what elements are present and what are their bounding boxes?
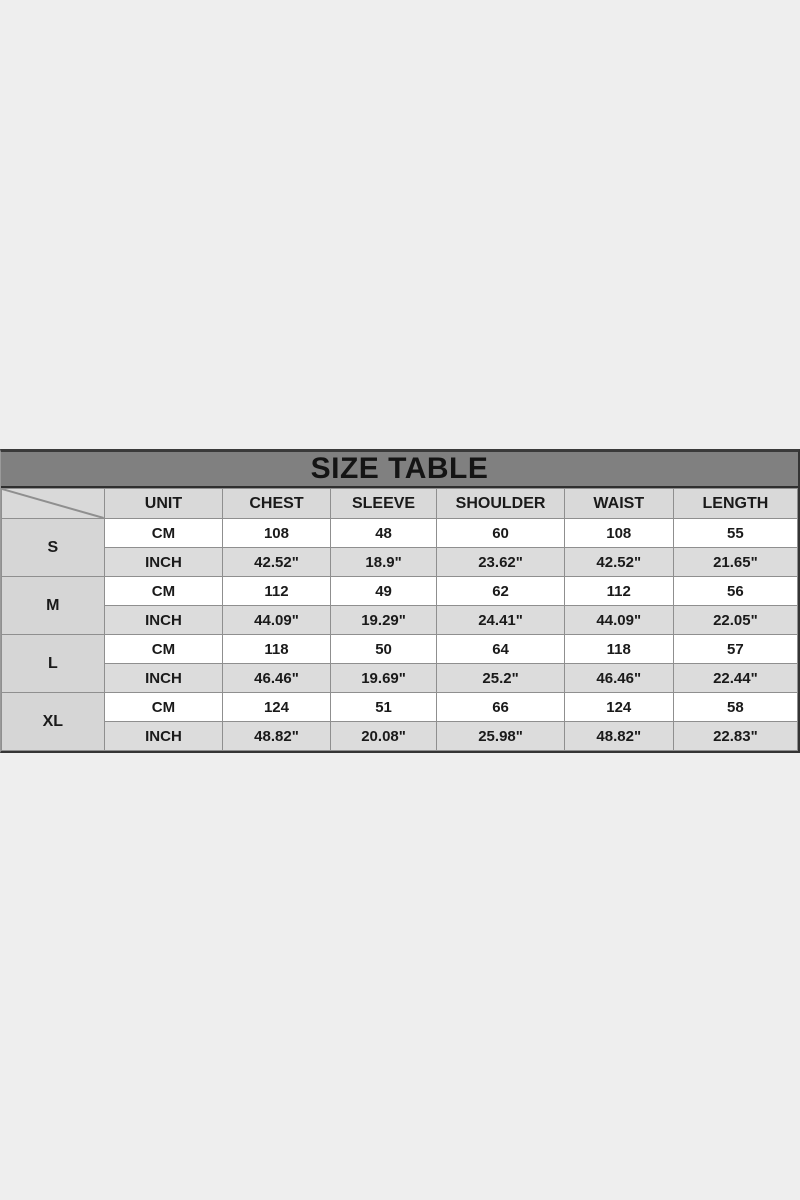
size-label-s: S [1, 518, 105, 577]
length-value: 22.05" [672, 605, 799, 635]
shoulder-value: 66 [436, 692, 565, 722]
unit-cell: CM [103, 518, 224, 548]
column-header-chest: CHEST [222, 488, 331, 519]
sleeve-value: 19.29" [329, 605, 438, 635]
unit-cell: CM [103, 634, 224, 664]
unit-cell: INCH [103, 547, 224, 577]
sleeve-value: 18.9" [329, 547, 438, 577]
chest-value: 112 [222, 576, 331, 606]
shoulder-value: 25.2" [436, 663, 565, 693]
diagonal-corner-cell [1, 488, 105, 519]
shoulder-value: 23.62" [436, 547, 565, 577]
table-row-xl-cm: XL CM 124 51 66 124 58 [1, 692, 799, 751]
table-row-xl-inch: INCH 48.82" 20.08" 25.98" 48.82" 22.83" [2, 721, 799, 751]
header-row: UNIT CHEST SLEEVE SHOULDER WAIST LENGTH [1, 488, 799, 519]
size-label-xl: XL [1, 692, 105, 751]
size-table: SIZE TABLE UNIT CHEST SLEEVE SHOULDER [0, 449, 800, 753]
waist-value: 124 [563, 692, 674, 722]
waist-value: 48.82" [563, 721, 674, 751]
table-row-s-inch: INCH 42.52" 18.9" 23.62" 42.52" 21.65" [2, 547, 799, 577]
chest-value: 44.09" [222, 605, 331, 635]
table-row-m-cm: M CM 112 49 62 112 56 [1, 576, 799, 635]
size-label-m: M [1, 576, 105, 635]
unit-cell: CM [103, 576, 224, 606]
sleeve-value: 49 [329, 576, 438, 606]
length-value: 22.83" [672, 721, 799, 751]
length-value: 21.65" [672, 547, 799, 577]
column-header-waist: WAIST [563, 488, 674, 519]
column-header-unit: UNIT [103, 488, 224, 519]
waist-value: 108 [563, 518, 674, 548]
unit-cell: INCH [103, 721, 224, 751]
column-header-sleeve: SLEEVE [329, 488, 438, 519]
shoulder-value: 62 [436, 576, 565, 606]
length-value: 55 [672, 518, 799, 548]
unit-cell: CM [103, 692, 224, 722]
table-row-s-cm: S CM 108 48 60 108 55 [1, 518, 799, 577]
chest-value: 118 [222, 634, 331, 664]
chest-value: 48.82" [222, 721, 331, 751]
sleeve-value: 51 [329, 692, 438, 722]
size-label-l: L [1, 634, 105, 693]
waist-value: 44.09" [563, 605, 674, 635]
shoulder-value: 64 [436, 634, 565, 664]
length-value: 56 [672, 576, 799, 606]
shoulder-value: 60 [436, 518, 565, 548]
waist-value: 112 [563, 576, 674, 606]
column-header-shoulder: SHOULDER [436, 488, 565, 519]
chest-value: 124 [222, 692, 331, 722]
sleeve-value: 19.69" [329, 663, 438, 693]
waist-value: 42.52" [563, 547, 674, 577]
length-value: 22.44" [672, 663, 799, 693]
shoulder-value: 25.98" [436, 721, 565, 751]
table-row-l-inch: INCH 46.46" 19.69" 25.2" 46.46" 22.44" [2, 663, 799, 693]
sleeve-value: 20.08" [329, 721, 438, 751]
waist-value: 118 [563, 634, 674, 664]
size-chart-table: UNIT CHEST SLEEVE SHOULDER WAIST LENGTH … [1, 488, 799, 751]
table-row-m-inch: INCH 44.09" 19.29" 24.41" 44.09" 22.05" [2, 605, 799, 635]
waist-value: 46.46" [563, 663, 674, 693]
table-row-l-cm: L CM 118 50 64 118 57 [1, 634, 799, 693]
chest-value: 46.46" [222, 663, 331, 693]
unit-cell: INCH [103, 605, 224, 635]
sleeve-value: 48 [329, 518, 438, 548]
diagonal-divider-line [2, 489, 104, 518]
shoulder-value: 24.41" [436, 605, 565, 635]
length-value: 58 [672, 692, 799, 722]
unit-cell: INCH [103, 663, 224, 693]
chest-value: 42.52" [222, 547, 331, 577]
chest-value: 108 [222, 518, 331, 548]
column-header-length: LENGTH [672, 488, 799, 519]
sleeve-value: 50 [329, 634, 438, 664]
size-table-title: SIZE TABLE [1, 452, 798, 488]
length-value: 57 [672, 634, 799, 664]
